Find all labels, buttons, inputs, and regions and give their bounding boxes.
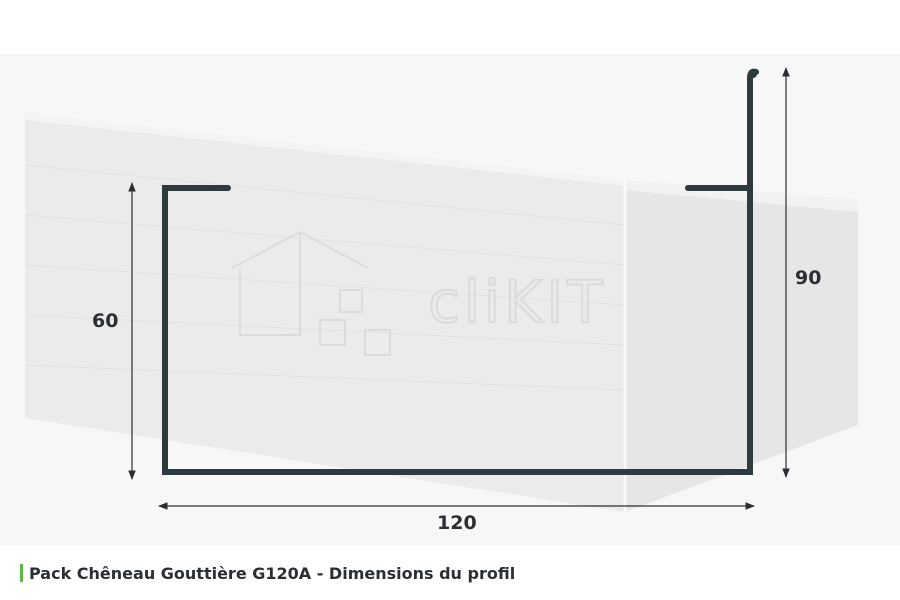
gutter-product-image [24,113,858,512]
caption-text: Pack Chêneau Gouttière G120A - Dimension… [29,563,516,583]
gutter-profile [162,68,759,475]
dimension-label-120: 120 [437,512,477,534]
dimension-label-60: 60 [92,310,118,332]
dimension-label-90: 90 [795,267,821,289]
watermark-text: cliKIT [428,268,607,336]
clikit-watermark-logo: cliKIT [231,230,607,356]
image-caption: Pack Chêneau Gouttière G120A - Dimension… [20,563,515,583]
profile-diagram: cliKIT 60 90 120 [0,54,900,534]
caption-accent-bar [20,564,23,582]
